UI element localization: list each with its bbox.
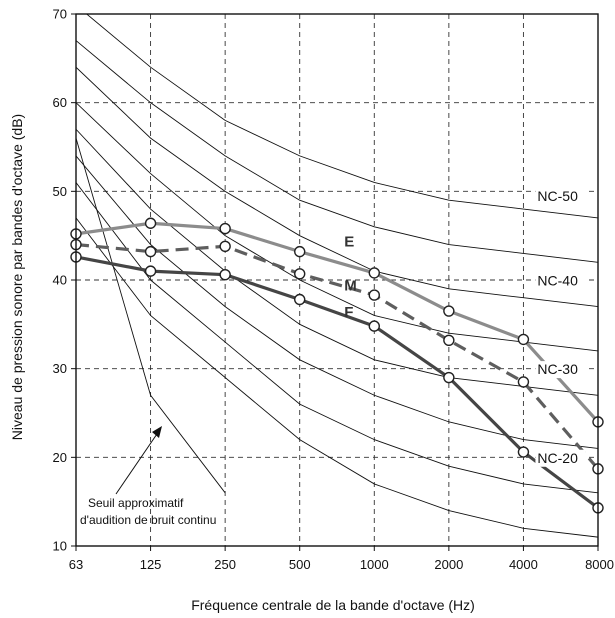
nc-label-bg (535, 188, 586, 206)
threshold-curve (75, 138, 226, 495)
threshold-note-line-2: d'audition de bruit continu (80, 513, 216, 527)
y-tick-label: 70 (53, 7, 67, 22)
data-point-e (517, 333, 530, 346)
x-tick-label: 250 (214, 557, 236, 572)
series-line-e (75, 221, 600, 423)
y-tick-label: 40 (53, 273, 67, 288)
nc-curve (76, 217, 598, 538)
series-label-m: M (344, 278, 357, 295)
nc-label-bg (535, 361, 586, 379)
data-point-m (368, 289, 380, 301)
y-tick-label: 30 (53, 361, 67, 376)
data-point-e (368, 267, 380, 279)
chart-labels: NC-50 NC-40 NC-30 NC-20 E MF (344, 188, 586, 467)
nc-label-bg (535, 449, 586, 467)
y-axis-title: Niveau de pression sonore par bandes d'o… (9, 114, 25, 440)
x-tick-label: 125 (140, 557, 162, 572)
data-point-e (219, 222, 231, 235)
data-point-e (443, 305, 455, 317)
y-tick-label: 50 (53, 184, 67, 199)
x-tick-label: 63 (69, 557, 83, 572)
threshold-note-line-1: Seuil approximatif (88, 496, 184, 510)
nc-label: NC-20 (537, 450, 578, 466)
data-point-f (219, 268, 231, 281)
nc-curve (76, 155, 598, 449)
x-axis-title: Fréquence centrale de la bande d'octave … (191, 597, 475, 613)
data-point-m (294, 268, 306, 280)
series-group (70, 217, 604, 514)
data-point-f (368, 320, 380, 332)
data-point-m (443, 334, 455, 346)
data-point-m (219, 240, 231, 253)
x-axis-ticks: 63 125 250 500 1000 2000 4000 8000 (69, 546, 614, 572)
nc-curve (76, 66, 598, 308)
nc-label: NC-40 (537, 272, 578, 288)
nc-curve (76, 40, 598, 263)
x-tick-label: 500 (289, 557, 311, 572)
data-point-f (294, 293, 306, 306)
x-tick-label: 8000 (585, 557, 614, 572)
nc-curve (76, 128, 598, 396)
data-point-e (144, 217, 157, 229)
threshold-arrow-head (152, 426, 162, 438)
y-tick-label: 20 (53, 450, 67, 465)
x-tick-label: 4000 (509, 557, 538, 572)
x-tick-label: 2000 (434, 557, 463, 572)
data-point-f (443, 371, 455, 384)
nc-curves (76, 14, 598, 538)
series-line-f (75, 255, 599, 510)
grid (76, 14, 598, 546)
nc-label: NC-30 (537, 361, 578, 377)
nc-curve (76, 182, 598, 494)
series-label-e: E (344, 233, 354, 250)
series-line-m (75, 242, 600, 470)
nc-label-bg (535, 272, 586, 290)
data-point-f (144, 265, 157, 277)
threshold-arrow-line (115, 430, 160, 495)
threshold-note: Seuil approximatif d'audition de bruit c… (80, 496, 216, 527)
data-point-m (144, 245, 157, 258)
data-point-m (517, 376, 530, 388)
y-tick-label: 60 (53, 95, 67, 110)
data-point-f (517, 446, 530, 458)
nc-label: NC-50 (537, 188, 578, 204)
series-label-f: F (344, 304, 353, 321)
data-point-e (294, 245, 306, 258)
nc-curve (76, 102, 598, 352)
y-tick-label: 10 (53, 539, 67, 554)
y-axis-ticks: 10 20 30 40 50 60 70 (53, 7, 76, 554)
x-tick-label: 1000 (360, 557, 389, 572)
threshold-line (75, 138, 226, 494)
nc-curve (85, 14, 598, 219)
